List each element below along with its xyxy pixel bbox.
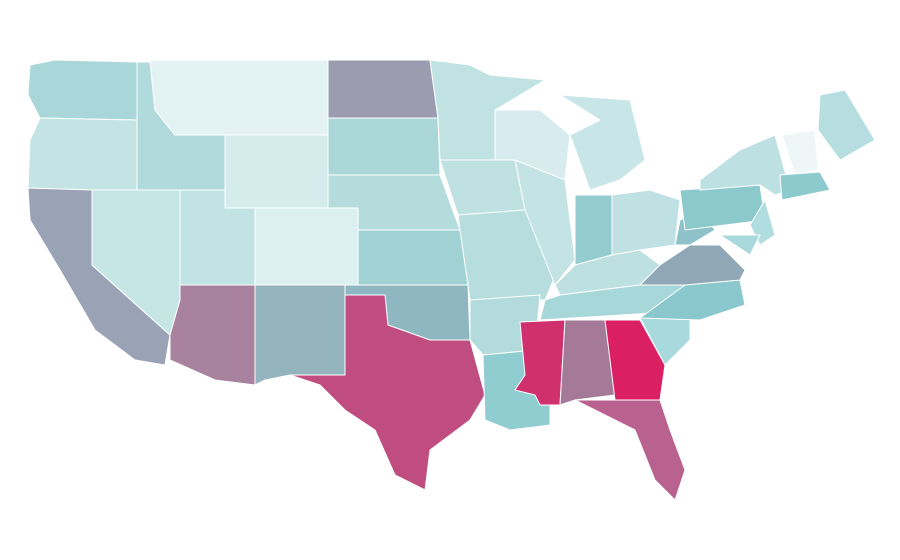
state <box>149 59 329 136</box>
state <box>639 244 746 286</box>
state <box>699 134 791 196</box>
state <box>357 229 469 286</box>
state <box>439 159 526 216</box>
state <box>574 194 613 266</box>
state <box>254 207 359 286</box>
state <box>779 171 831 201</box>
state <box>27 117 138 191</box>
state <box>327 117 441 176</box>
state <box>817 89 876 161</box>
state <box>224 134 329 209</box>
state <box>611 189 681 256</box>
state <box>719 234 761 256</box>
state <box>169 284 256 386</box>
state <box>514 159 576 286</box>
state <box>559 319 616 406</box>
state <box>604 319 666 401</box>
state <box>781 129 819 176</box>
state <box>574 399 686 501</box>
state <box>559 94 646 191</box>
state <box>27 59 138 121</box>
state <box>749 199 776 246</box>
state <box>254 284 346 386</box>
state <box>639 279 746 321</box>
state <box>327 59 439 119</box>
state <box>289 294 486 491</box>
